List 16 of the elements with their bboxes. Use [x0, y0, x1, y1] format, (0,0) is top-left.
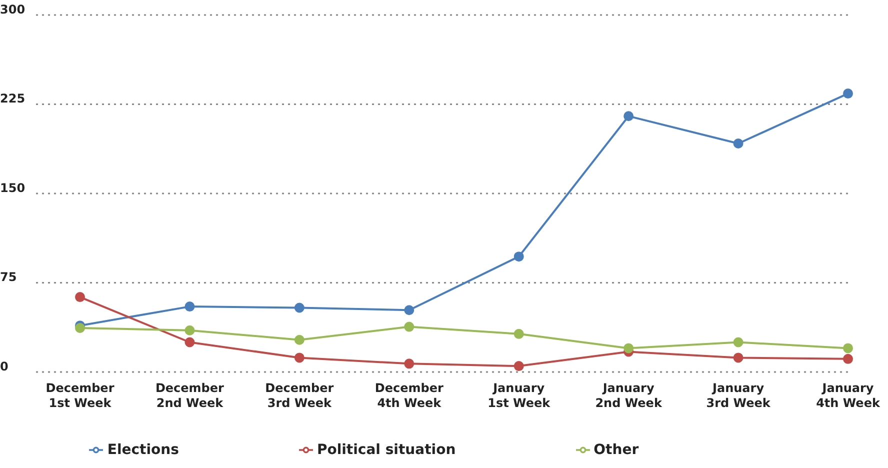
y-tick-label: 75 [0, 270, 17, 284]
y-tick-label: 300 [0, 2, 26, 16]
legend-label: Political situation [316, 442, 456, 458]
x-tick-label: December 2nd Week [155, 381, 224, 410]
x-tick-label: December 1st Week [46, 381, 114, 410]
x-tick-label: January 3rd Week [706, 381, 772, 410]
legend-label: Other [594, 442, 639, 458]
x-tick-label: January 2nd Week [595, 381, 663, 410]
x-tick-label: January 4th Week [816, 381, 881, 410]
x-tick-label: January 1st Week [488, 381, 552, 410]
y-tick-label: 150 [0, 180, 26, 195]
x-tick-label: December 4th Week [374, 381, 444, 410]
x-tick-label: December 3rd Week [265, 381, 334, 410]
legend-label: Elections [107, 442, 179, 458]
y-tick-label: 225 [0, 92, 26, 106]
y-tick-label: 0 [0, 359, 8, 374]
